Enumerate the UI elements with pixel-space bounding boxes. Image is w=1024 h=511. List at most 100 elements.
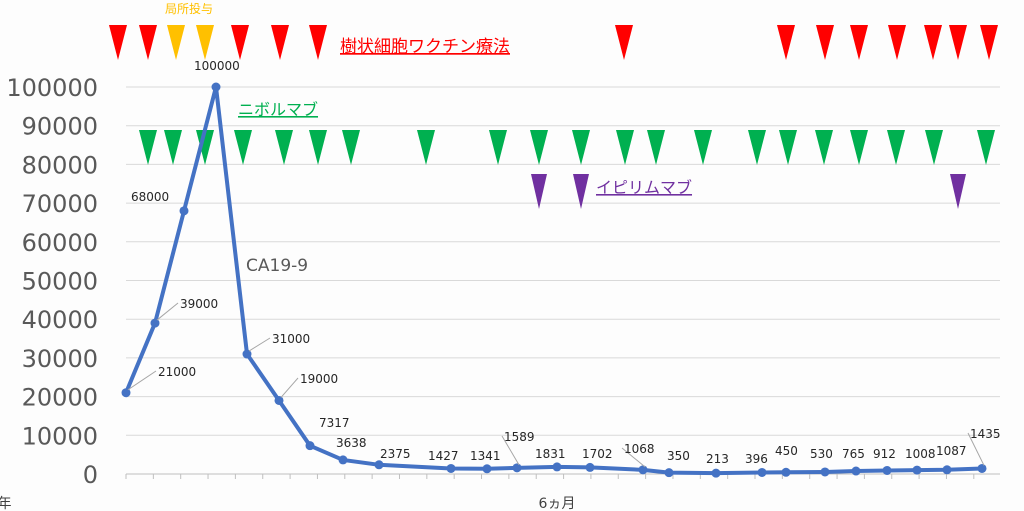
data-point [820,467,830,477]
data-label: 1008 [905,447,936,461]
nivolumab-marker [342,130,360,165]
local-injection-label: 局所投与 [165,1,213,16]
data-point [912,465,922,475]
data-label: 39000 [180,297,218,311]
data-point [757,467,767,477]
data-label: 19000 [300,372,338,386]
data-label: 396 [745,452,768,466]
data-point [942,465,952,475]
vaccine-marker [777,25,795,60]
gridlines [126,86,1000,436]
nivolumab-marker [779,130,797,165]
ipilimumab-marker [573,174,589,209]
nivolumab-marker [417,130,435,165]
data-label-leader [280,377,299,398]
data-point [552,462,562,472]
data-point [305,441,315,451]
y-tick-label: 0 [83,461,98,489]
data-label: 68000 [131,190,169,204]
data-point [338,455,348,465]
treatment-labels: 樹状細胞ワクチン療法 局所投与 ニボルマブ イピリムマブ [165,1,692,197]
vaccine-marker [271,25,289,60]
ipilimumab-label: イピリムマブ [596,178,692,197]
data-label: 1068 [624,442,655,456]
vaccine-marker [139,25,157,60]
nivolumab-marker [139,130,157,165]
nivolumab-marker [647,130,665,165]
vaccine-marker [615,25,633,60]
data-label: 2375 [380,447,411,461]
data-point [512,463,522,473]
data-label: 1831 [535,447,566,461]
y-tick-label: 60000 [22,229,98,257]
nivolumab-marker [234,130,252,165]
y-tick-label: 10000 [22,422,98,450]
ipilimumab-marker [531,174,547,209]
y-tick-label: 70000 [22,190,98,218]
data-label: 3638 [336,436,367,450]
data-point [882,465,892,475]
y-tick-label: 100000 [6,74,98,102]
y-axis: 0 10000 20000 30000 40000 50000 60000 70000 8000… [6,74,98,489]
vaccine-marker [888,25,906,60]
data-point [638,465,648,475]
data-labels: 21000 39000 68000 100000 31000 19000 7317 3638 2… [127,59,1001,468]
y-tick-label: 30000 [22,345,98,373]
data-label: 530 [810,447,833,461]
x-axis: 6ヵ月 1年 [0,473,1000,511]
nivolumab-marker [164,130,182,165]
ca19-9-series [121,82,987,478]
nivolumab-marker [196,130,214,165]
data-point [977,463,987,473]
nivolumab-marker [572,130,590,165]
data-label: 1435 [970,427,1001,441]
nivolumab-marker [694,130,712,165]
data-label: 350 [667,449,690,463]
data-label: 1589 [504,430,535,444]
data-label: 765 [842,447,865,461]
vaccine-marker [109,25,127,60]
data-point [711,468,721,478]
vaccine-marker [924,25,942,60]
data-point [121,388,131,398]
nivolumab-marker [977,130,995,165]
local-injection-marker [167,25,185,60]
nivolumab-marker [309,130,327,165]
data-point [242,349,252,359]
local-injection-marker [196,25,214,60]
nivolumab-marker [925,130,943,165]
nivolumab-marker [850,130,868,165]
data-label-leader [248,337,271,352]
data-point [211,82,221,92]
data-label: 912 [873,447,896,461]
data-label: 450 [775,444,798,458]
vaccine-marker [816,25,834,60]
vaccine-marker [949,25,967,60]
nivolumab-marker [616,130,634,165]
data-label: 1702 [582,447,613,461]
data-point [179,206,189,216]
data-point [585,462,595,472]
x-tick-label: 1年 [0,496,11,511]
data-label: 21000 [158,365,196,379]
vaccine-marker [231,25,249,60]
data-point [374,460,384,470]
data-label: 1087 [936,444,967,458]
data-point [482,464,492,474]
ipilimumab-marker [950,174,966,209]
data-point [851,466,861,476]
data-point [274,395,284,405]
x-tick-label: 6ヵ月 [539,496,576,511]
nivolumab-label: ニボルマブ [238,100,318,119]
data-point [446,463,456,473]
nivolumab-marker [887,130,905,165]
data-point [150,318,160,328]
y-tick-label: 20000 [22,384,98,412]
data-label-leader [156,302,179,321]
y-tick-label: 90000 [22,113,98,141]
nivolumab-marker [748,130,766,165]
data-point [781,467,791,477]
vaccine-marker [980,25,998,60]
data-label: 31000 [272,332,310,346]
